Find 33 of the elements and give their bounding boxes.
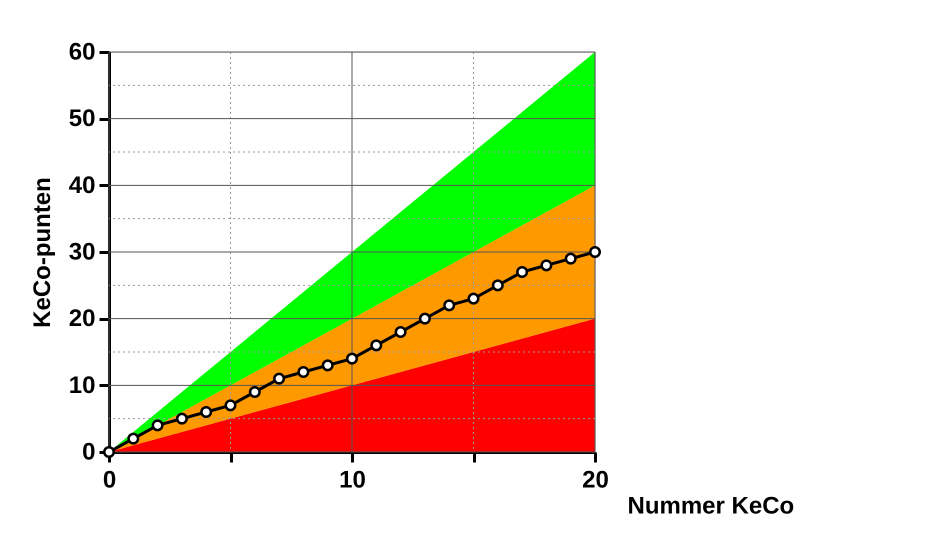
y-tick-label: 20	[68, 305, 96, 332]
point	[152, 419, 164, 432]
y-tick-label: 40	[68, 172, 96, 199]
x-axis-title: Nummer KeCo	[628, 492, 794, 520]
point	[418, 312, 431, 325]
point	[273, 372, 286, 385]
point	[322, 359, 334, 372]
point	[176, 412, 188, 425]
point	[468, 292, 480, 305]
point	[103, 446, 115, 458]
y-tick-label: 30	[68, 238, 96, 266]
point	[540, 259, 552, 272]
point	[200, 406, 212, 418]
y-tick-label: 0	[82, 438, 96, 466]
point	[370, 339, 382, 352]
point	[516, 266, 528, 278]
y-tick-label: 60	[68, 38, 96, 66]
y-tick-label: 10	[68, 372, 96, 399]
point	[589, 246, 601, 258]
point	[564, 252, 577, 265]
point	[248, 386, 261, 398]
x-tick-label: 10	[339, 466, 366, 494]
x-tick-label: 0	[102, 466, 116, 494]
point	[394, 326, 407, 338]
point	[346, 352, 358, 365]
y-tick-label: 50	[68, 105, 96, 132]
x-tick-label: 20	[582, 466, 609, 494]
point	[443, 299, 456, 312]
point	[492, 279, 504, 292]
y-axis-title: KeCo-punten	[28, 177, 56, 328]
point	[127, 432, 140, 445]
point	[224, 399, 236, 412]
point	[297, 366, 310, 378]
